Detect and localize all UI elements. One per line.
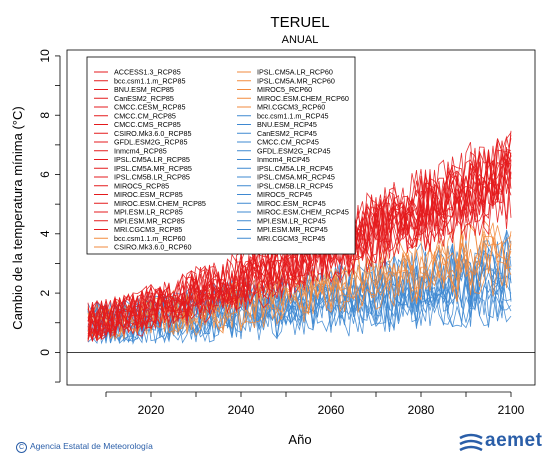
copyright-footer: C Agencia Estatal de Meteorología	[16, 441, 153, 453]
legend-entry: BNU.ESM_RCP85	[114, 85, 174, 94]
legend-entry: MIROC.ESM_RCP85	[114, 190, 183, 199]
legend-entry: GFDL.ESM2G_RCP45	[257, 146, 331, 155]
legend-entry: MIROC.ESM.CHEM_RCP45	[257, 208, 349, 217]
y-tick-label: 8	[38, 112, 52, 119]
legend-entry: MIROC.ESM_RCP45	[257, 199, 326, 208]
legend-entry: ACCESS1.3_RCP85	[114, 68, 181, 77]
x-tick-label: 2060	[318, 403, 345, 417]
legend-entry: MRI.CGCM3_RCP60	[257, 103, 325, 112]
x-tick-label: 2080	[408, 403, 435, 417]
y-tick-label: 10	[38, 49, 52, 63]
x-tick-label: 2100	[498, 403, 525, 417]
legend-entry: bcc.csm1.1.m_RCP85	[114, 76, 186, 85]
y-tick-label: 4	[38, 230, 52, 237]
legend-entry: bcc.csm1.1.m_RCP45	[257, 111, 329, 120]
x-axis: 2020 2040 2060 2080 2100	[105, 391, 525, 417]
plot-frame	[66, 49, 536, 386]
legend-entry: IPSL.CM5A.MR_RCP60	[257, 76, 335, 85]
legend-entry: GFDL.ESM2G_RCP85	[114, 138, 188, 147]
legend-entry: MRI.CGCM3_RCP85	[114, 225, 182, 234]
x-tick-label: 2020	[138, 403, 165, 417]
y-axis-label: Cambio de la temperatura mínima (°C)	[10, 106, 25, 329]
series-line-miroc-esm-chem-rcp60	[87, 225, 512, 341]
legend-entry: MIROC5_RCP60	[257, 85, 312, 94]
copyright-text: Agencia Estatal de Meteorología	[30, 441, 153, 451]
legend-entry: MIROC5_RCP85	[114, 181, 169, 190]
legend-entry: IPSL.CM5A.MR_RCP85	[114, 164, 192, 173]
x-tick-label: 2040	[228, 403, 255, 417]
legend-entry: IPSL.CM5B.LR_RCP85	[114, 173, 190, 182]
legend-entry: MPI.ESM.MR_RCP85	[114, 216, 185, 225]
legend-entry: IPSL.CM5A.LR_RCP60	[257, 68, 333, 77]
series-line-miroc-esm-rcp45	[87, 265, 512, 344]
series-line-mri-cgcm3-rcp85	[87, 151, 512, 340]
legend-entry: MIROC.ESM.CHEM_RCP85	[114, 199, 206, 208]
y-tick-label: 6	[38, 171, 52, 178]
y-tick-label: 0	[38, 349, 52, 356]
series-layer	[87, 130, 512, 345]
legend-entry: CMCC.CM_RCP85	[114, 111, 176, 120]
legend-entry: MIROC.ESM.CHEM_RCP60	[257, 94, 349, 103]
legend-entry: BNU.ESM_RCP45	[257, 120, 317, 129]
legend-entry: bcc.csm1.1.m_RCP60	[114, 234, 186, 243]
legend-entry: CSIRO.Mk3.6.0_RCP60	[114, 243, 192, 252]
legend-entry: CanESM2_RCP45	[257, 129, 317, 138]
legend-entry: CMCC.CESM_RCP85	[114, 103, 186, 112]
legend-entry: CanESM2_RCP85	[114, 94, 174, 103]
legend-entry: CMCC.CM_RCP45	[257, 138, 319, 147]
x-axis-label: Año	[288, 432, 311, 447]
legend-entry: MPI.ESM.LR_RCP45	[257, 216, 326, 225]
series-line-ipsl-cm5a-lr-rcp60	[87, 240, 512, 339]
copyright-icon: C	[16, 442, 27, 453]
legend-entry: CMCC.CMS_RCP85	[114, 120, 181, 129]
legend-entry: CSIRO.Mk3.6.0_RCP85	[114, 129, 192, 138]
aemet-logo-icon	[459, 433, 483, 452]
legend: ACCESS1.3_RCP85bcc.csm1.1.m_RCP85BNU.ESM…	[86, 56, 356, 255]
chart-title: TERUEL	[270, 14, 329, 31]
aemet-logo-text: aemet	[485, 430, 543, 451]
y-axis: 0 2 4 6 8 10	[38, 49, 61, 383]
series-line-mri-cgcm3-rcp45	[87, 254, 512, 343]
series-line-mpi-esm-lr-rcp85	[87, 149, 512, 342]
legend-entry: Inmcm4_RCP85	[114, 146, 167, 155]
legend-entry: Inmcm4_RCP45	[257, 155, 310, 164]
series-line-mpi-esm-lr-rcp45	[87, 260, 512, 345]
legend-entry: MIROC5_RCP45	[257, 190, 312, 199]
legend-box	[86, 56, 356, 255]
y-tick-label: 2	[38, 289, 52, 296]
legend-entry: IPSL.CM5A.LR_RCP85	[114, 155, 190, 164]
legend-entry: MPI.ESM.LR_RCP85	[114, 208, 183, 217]
legend-entry: MRI.CGCM3_RCP45	[257, 234, 325, 243]
legend-entry: IPSL.CM5B.LR_RCP45	[257, 181, 333, 190]
chart-subtitle: ANUAL	[282, 34, 319, 46]
legend-entry: IPSL.CM5A.MR_RCP45	[257, 173, 335, 182]
legend-entry: IPSL.CM5A.LR_RCP45	[257, 164, 333, 173]
legend-entry: MPI.ESM.MR_RCP45	[257, 225, 328, 234]
